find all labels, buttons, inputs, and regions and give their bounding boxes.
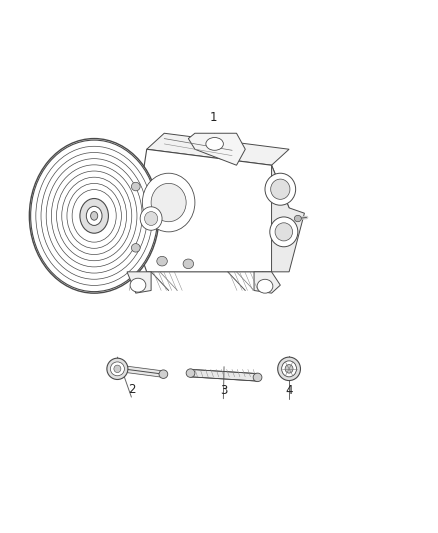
- Ellipse shape: [131, 182, 140, 191]
- Text: 2: 2: [127, 383, 135, 395]
- Ellipse shape: [257, 279, 273, 293]
- Polygon shape: [254, 272, 280, 293]
- Ellipse shape: [294, 215, 301, 222]
- Ellipse shape: [142, 173, 195, 232]
- Ellipse shape: [80, 198, 109, 233]
- Ellipse shape: [183, 259, 194, 269]
- Polygon shape: [272, 165, 304, 272]
- Ellipse shape: [157, 256, 167, 266]
- Ellipse shape: [275, 223, 293, 241]
- Polygon shape: [147, 133, 289, 165]
- Ellipse shape: [278, 357, 300, 381]
- Ellipse shape: [130, 278, 146, 292]
- Ellipse shape: [186, 369, 195, 377]
- Ellipse shape: [114, 365, 121, 373]
- Ellipse shape: [107, 358, 128, 379]
- Ellipse shape: [265, 173, 296, 205]
- Ellipse shape: [271, 179, 290, 199]
- Polygon shape: [134, 149, 289, 272]
- Ellipse shape: [86, 206, 102, 225]
- Ellipse shape: [285, 365, 293, 373]
- Text: 1: 1: [210, 111, 218, 124]
- Ellipse shape: [131, 244, 140, 252]
- Ellipse shape: [159, 370, 168, 378]
- Ellipse shape: [145, 212, 158, 225]
- Polygon shape: [127, 272, 151, 293]
- Ellipse shape: [282, 361, 297, 377]
- Text: 3: 3: [220, 384, 227, 397]
- Ellipse shape: [253, 373, 262, 382]
- Ellipse shape: [91, 212, 98, 220]
- Text: 4: 4: [285, 384, 293, 397]
- Ellipse shape: [151, 183, 186, 222]
- Ellipse shape: [29, 139, 159, 293]
- Ellipse shape: [270, 217, 298, 247]
- Ellipse shape: [206, 138, 223, 150]
- Polygon shape: [191, 369, 258, 381]
- Ellipse shape: [140, 207, 162, 230]
- Polygon shape: [188, 133, 245, 165]
- Ellipse shape: [110, 362, 124, 376]
